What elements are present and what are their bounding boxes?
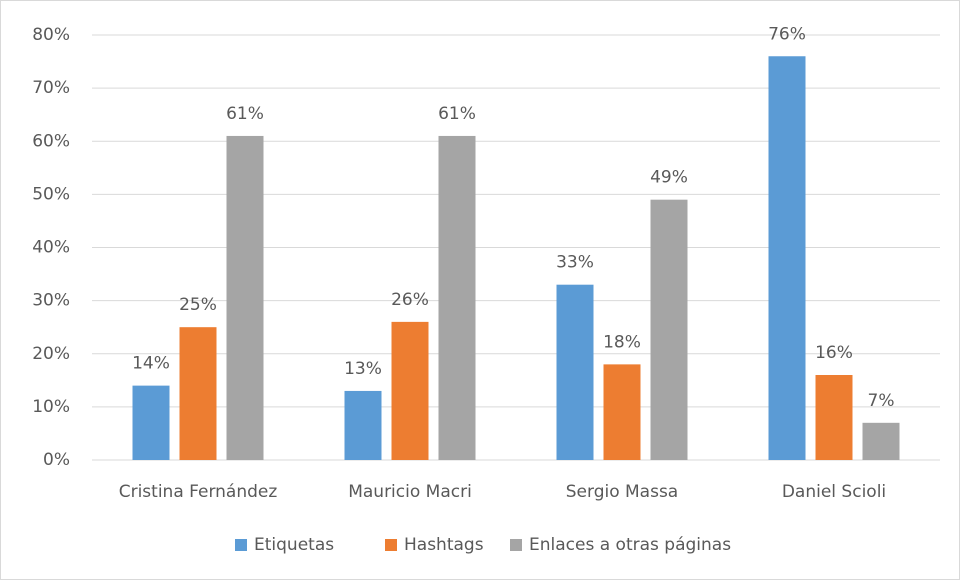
x-tick-label: Daniel Scioli [782,482,886,502]
bar [862,422,900,460]
legend-label: Etiquetas [254,535,334,555]
data-label: 49% [650,168,688,188]
y-tick-label: 10% [32,397,70,417]
data-label: 26% [391,290,429,310]
bar [226,135,264,460]
data-label: 18% [603,332,641,352]
x-tick-label: Mauricio Macri [348,482,472,502]
y-tick-label: 70% [32,78,70,98]
bar [438,135,476,460]
bar [815,375,853,460]
legend-label: Enlaces a otras páginas [529,535,731,555]
data-label: 61% [226,104,264,124]
legend-swatch [235,539,247,551]
y-tick-label: 50% [32,184,70,204]
data-label: 33% [556,253,594,273]
legend-swatch [385,539,397,551]
bar [556,284,594,460]
y-tick-label: 80% [32,25,70,45]
bar [179,327,217,460]
data-label: 14% [132,354,170,374]
data-label: 25% [179,295,217,315]
legend-label: Hashtags [404,535,484,555]
y-tick-label: 0% [43,450,70,470]
data-label: 7% [868,391,895,411]
data-label: 16% [815,343,853,363]
y-tick-label: 40% [32,238,70,258]
bar [391,321,429,460]
bar [344,390,382,460]
x-tick-label: Sergio Massa [566,482,678,502]
data-label: 61% [438,104,476,124]
bar [132,385,170,460]
y-tick-label: 60% [32,131,70,151]
bar [768,56,806,460]
x-tick-label: Cristina Fernández [119,482,278,502]
legend-swatch [510,539,522,551]
data-label: 13% [344,359,382,379]
y-tick-label: 30% [32,291,70,311]
bar [650,199,688,460]
y-tick-label: 20% [32,344,70,364]
data-label: 76% [768,24,806,44]
bar [603,364,641,460]
